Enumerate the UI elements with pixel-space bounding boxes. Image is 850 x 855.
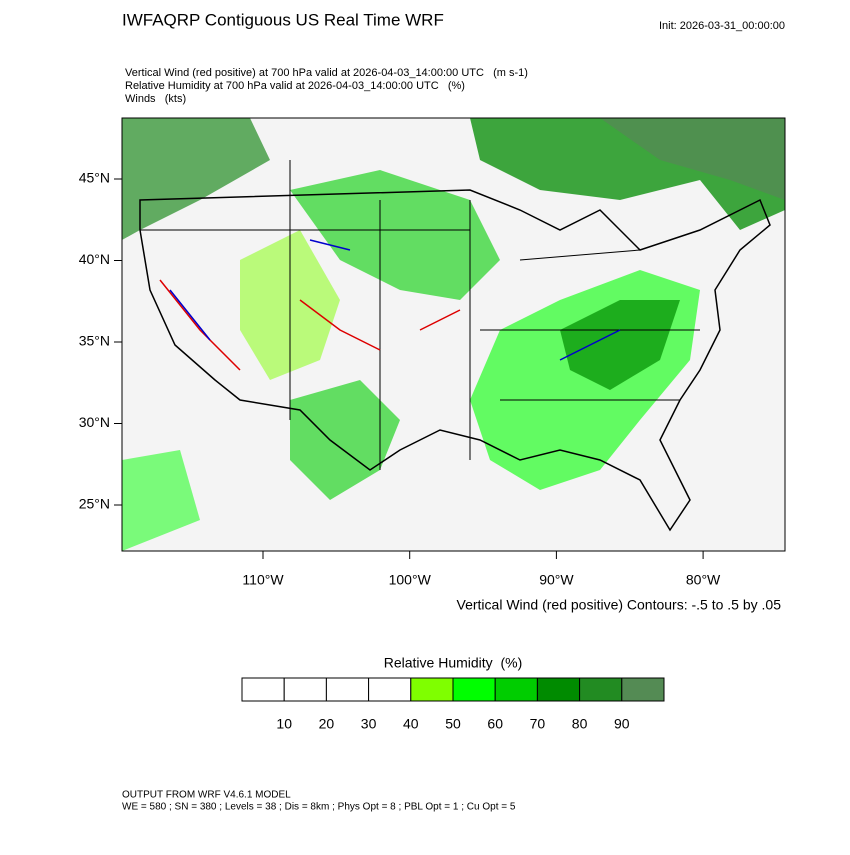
lat-tick-label: 25°N — [79, 496, 110, 512]
lon-tick-label: 80°W — [686, 572, 721, 588]
colorbar-box — [283, 677, 327, 702]
lon-tick-label: 110°W — [242, 572, 284, 588]
state-borders — [140, 160, 700, 470]
colorbar-box — [325, 677, 370, 702]
contour-note: Vertical Wind (red positive) Contours: -… — [457, 597, 782, 613]
colorbar-label: 40 — [403, 716, 419, 732]
colorbar-box — [368, 677, 412, 702]
lat-ticks: 45°N 40°N 35°N 30°N 25°N — [79, 170, 122, 512]
colorbar-box — [536, 677, 581, 702]
humid-area — [600, 118, 785, 200]
humid-area — [122, 450, 200, 551]
lon-tick-label: 90°W — [539, 572, 574, 588]
colorbar-label: 50 — [445, 716, 461, 732]
colorbar-label: 30 — [361, 716, 377, 732]
init-time: Init: 2026-03-31_00:00:00 — [659, 20, 785, 32]
lat-tick-label: 40°N — [79, 251, 110, 267]
lat-tick-label: 35°N — [79, 333, 110, 349]
field-line: Vertical Wind (red positive) at 700 hPa … — [125, 67, 528, 79]
title: IWFAQRP Contiguous US Real Time WRF — [122, 10, 444, 29]
updraft-contours — [159, 279, 461, 371]
colorbar-label: 90 — [614, 716, 630, 732]
colorbar-title: Relative Humidity (%) — [384, 655, 522, 671]
field-line: Winds (kts) — [125, 93, 186, 105]
colorbar-box — [452, 677, 496, 702]
colorbar-label: 70 — [530, 716, 546, 732]
colorbar-box — [621, 677, 665, 702]
colorbar: 10 20 30 40 50 60 70 80 90 — [241, 677, 665, 732]
colorbar-label: 20 — [319, 716, 335, 732]
field-line: Relative Humidity at 700 hPa valid at 20… — [125, 80, 465, 92]
colorbar-box — [410, 677, 454, 702]
footer-line: WE = 580 ; SN = 380 ; Levels = 38 ; Dis … — [122, 802, 516, 813]
footer-line: OUTPUT FROM WRF V4.6.1 MODEL — [122, 790, 291, 801]
colorbar-box — [579, 677, 623, 702]
humid-area — [560, 300, 680, 390]
map-fill — [122, 118, 785, 551]
colorbar-label: 80 — [572, 716, 588, 732]
map-frame — [121, 117, 786, 552]
coastline — [139, 189, 771, 532]
humid-area — [290, 170, 500, 300]
humid-area — [290, 380, 400, 500]
lat-tick-label: 45°N — [79, 170, 110, 186]
colorbar-label: 10 — [276, 716, 292, 732]
colorbar-box — [494, 677, 538, 702]
lon-ticks: 110°W 100°W 90°W 80°W — [242, 551, 721, 588]
downdraft-contours — [169, 239, 621, 361]
humid-area — [122, 118, 270, 240]
colorbar-label: 60 — [487, 716, 503, 732]
map — [121, 117, 786, 552]
lon-tick-label: 100°W — [389, 572, 432, 588]
lat-tick-label: 30°N — [79, 414, 110, 430]
colorbar-box — [241, 677, 285, 702]
